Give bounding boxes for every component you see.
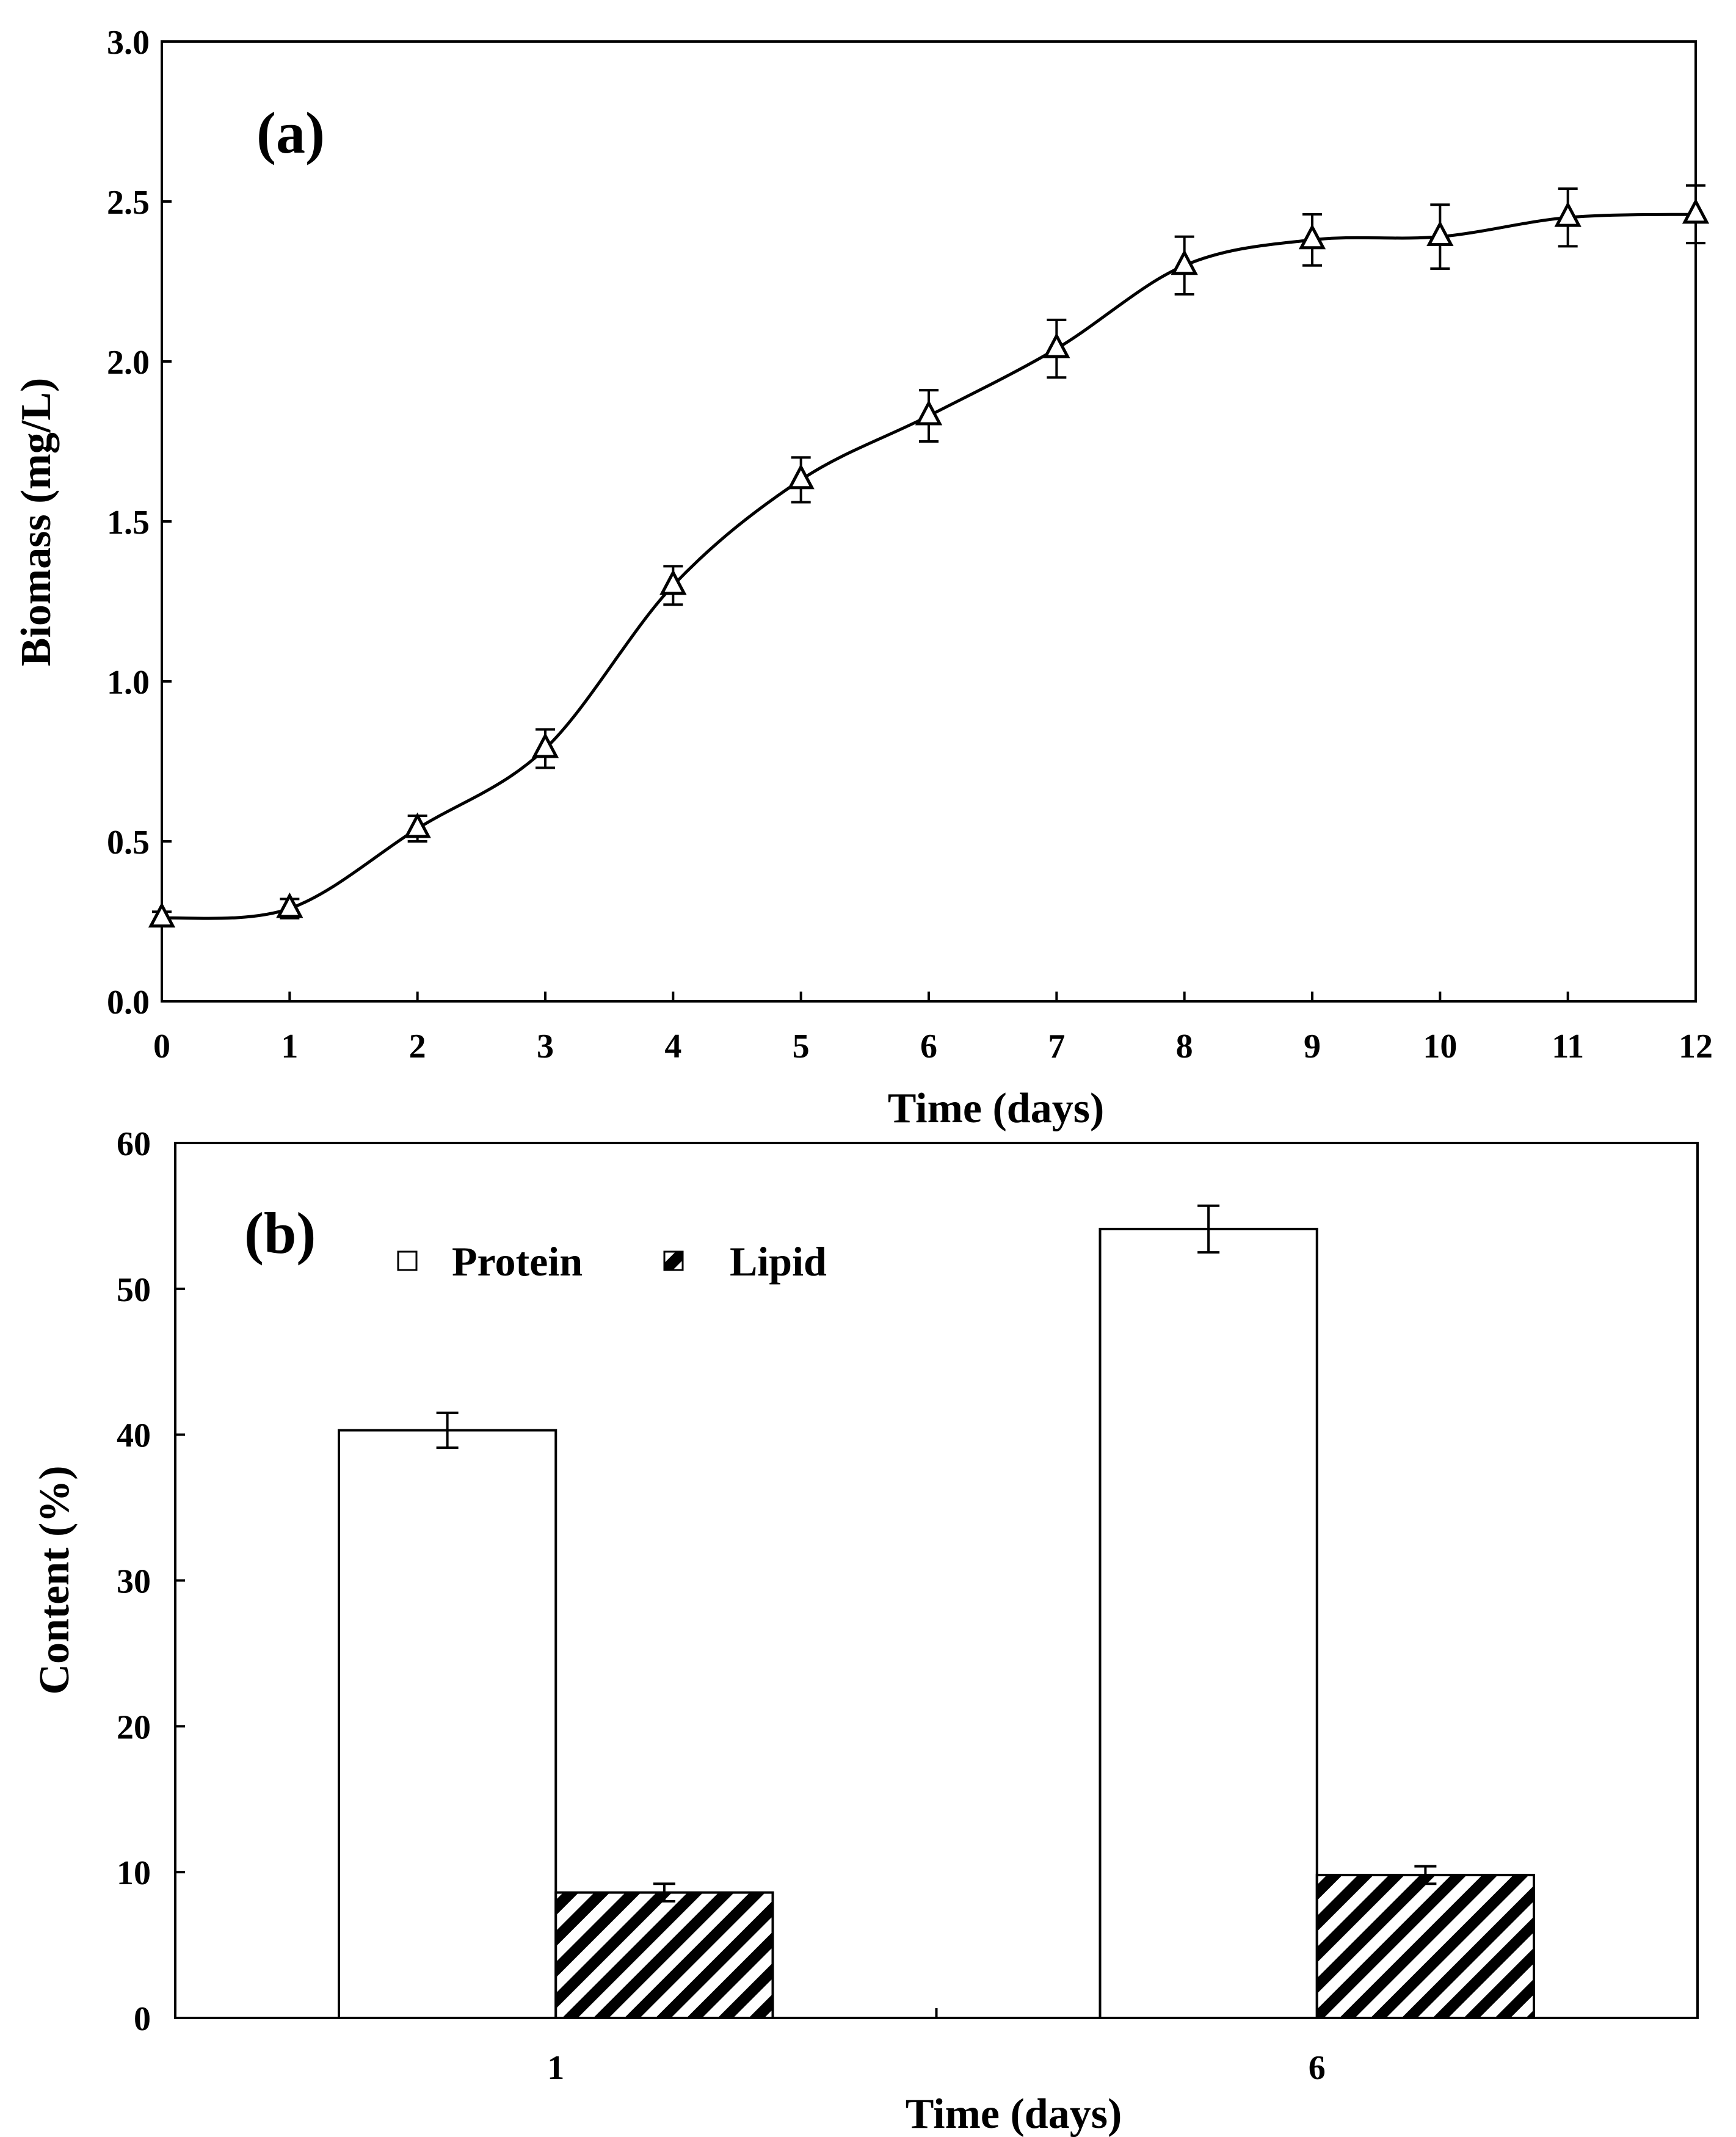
panel-a-marker-triangle bbox=[1298, 223, 1326, 250]
panel-a-x-tick-label: 11 bbox=[1552, 1028, 1584, 1065]
panel-a-x-axis-title: Time (days) bbox=[888, 1085, 1105, 1132]
panel-b-y-tick-label: 10 bbox=[117, 1854, 151, 1892]
panel-a-marker-triangle bbox=[531, 732, 559, 758]
panel-a-y-tick-label: 1.5 bbox=[107, 504, 150, 542]
panel-a-x-tick-label: 5 bbox=[793, 1028, 810, 1065]
panel-b-y-axis: 0 10 20 30 40 50 60 bbox=[117, 1125, 185, 2038]
panel-a-y-tick-label: 1.0 bbox=[107, 664, 150, 702]
panel-a-marker-triangle bbox=[1554, 201, 1582, 227]
panel-a-x-tick-label: 1 bbox=[281, 1028, 298, 1065]
panel-b-y-tick-label: 0 bbox=[134, 2000, 151, 2038]
panel-a-x-tick-label: 2 bbox=[409, 1028, 426, 1065]
panel-a-x-tick-label: 4 bbox=[664, 1028, 681, 1065]
panel-a-data-point bbox=[915, 389, 943, 443]
panel-a-x-tick-label: 0 bbox=[153, 1028, 170, 1065]
panel-b-x-tick-label: 6 bbox=[1309, 2049, 1326, 2087]
panel-a-marker-triangle bbox=[1426, 220, 1454, 247]
panel-a-data-point bbox=[276, 892, 303, 920]
panel-b-y-tick-label: 40 bbox=[117, 1417, 151, 1455]
panel-b-y-tick-label: 50 bbox=[117, 1271, 151, 1309]
legend-item-lipid: Lipid bbox=[663, 1238, 827, 1285]
panel-a-x-tick-label: 10 bbox=[1423, 1028, 1457, 1065]
legend-label-lipid: Lipid bbox=[730, 1238, 827, 1285]
panel-a-y-tick-label: 0.5 bbox=[107, 824, 150, 862]
panel-a-data-point bbox=[787, 456, 815, 504]
panel-a-x-tick-label: 12 bbox=[1679, 1028, 1713, 1065]
panel-a-data-point bbox=[1426, 203, 1454, 270]
panel-a-marker-triangle bbox=[148, 902, 176, 928]
panel-a-marker-triangle bbox=[659, 569, 687, 595]
panel-a-y-tick-label: 0.0 bbox=[107, 984, 150, 1021]
legend-swatch-lipid bbox=[663, 1250, 684, 1271]
panel-a-marker-triangle bbox=[1682, 198, 1710, 224]
bar-protein-day-1 bbox=[337, 1429, 557, 2020]
panel-a-y-tick-label: 3.0 bbox=[107, 24, 150, 62]
panel-b-bars bbox=[337, 1204, 1536, 2020]
panel-b-y-tick-label: 20 bbox=[117, 1708, 151, 1746]
panel-b-y-tick-label: 30 bbox=[117, 1563, 151, 1601]
panel-a-marker-triangle bbox=[915, 399, 943, 426]
panel-a-label: (a) bbox=[256, 100, 325, 165]
panel-a-data-point bbox=[531, 728, 559, 769]
bar-protein-day-6 bbox=[1099, 1227, 1318, 2019]
bar-lipid-day-1 bbox=[554, 1891, 774, 2019]
panel-a-y-tick-label: 2.5 bbox=[107, 184, 150, 222]
panel-a-x-tick-label: 3 bbox=[537, 1028, 554, 1065]
panel-a-y-axis: 0.0 0.5 1.0 1.5 2.0 2.5 3.0 bbox=[107, 24, 172, 1021]
bar-lipid-day-6 bbox=[1315, 1873, 1536, 2020]
panel-a-data-point bbox=[659, 565, 687, 606]
panel-a-x-tick-label: 6 bbox=[920, 1028, 937, 1065]
panel-a-data-point bbox=[1554, 187, 1582, 248]
panel-a-series-biomass bbox=[148, 184, 1710, 928]
panel-a-chart: (a) 0.00.51.01.52.02.53.0 0 1 2 3 4 5 6 7 8 9 10 11… bbox=[13, 24, 1713, 1132]
panel-a-marker-triangle bbox=[1171, 249, 1198, 275]
panel-a-data-point bbox=[148, 902, 176, 928]
panel-a-x-tick-label: 8 bbox=[1176, 1028, 1193, 1065]
panel-a-x-tick-label: 9 bbox=[1304, 1028, 1321, 1065]
panel-b-y-tick-label: 60 bbox=[117, 1125, 151, 1163]
panel-a-marker-triangle bbox=[276, 892, 303, 918]
legend-label-protein: Protein bbox=[452, 1238, 583, 1285]
panel-a-marker-triangle bbox=[787, 463, 815, 490]
panel-a-data-point bbox=[1171, 235, 1198, 296]
panel-a-x-axis: 0 1 2 3 4 5 6 7 8 9 10 11 12 bbox=[153, 992, 1713, 1065]
legend-swatch-protein bbox=[397, 1250, 418, 1271]
panel-a-data-point bbox=[1043, 318, 1070, 379]
panel-b-label: (b) bbox=[244, 1200, 316, 1266]
panel-b-x-axis-title: Time (days) bbox=[906, 2091, 1122, 2137]
panel-b-legend: Protein Lipid bbox=[397, 1238, 827, 1285]
panel-a-marker-triangle bbox=[1043, 332, 1070, 358]
panel-b-x-tick-label: 1 bbox=[547, 2049, 564, 2087]
panel-a-marker-triangle bbox=[404, 812, 431, 838]
legend-item-protein: Protein bbox=[397, 1238, 583, 1285]
panel-a-data-point bbox=[1298, 212, 1326, 267]
panel-a-plot-frame bbox=[161, 40, 1697, 1003]
panel-a-y-axis-title: Biomass (mg/L) bbox=[13, 378, 60, 667]
panel-a-data-point bbox=[404, 812, 431, 843]
panel-b-y-axis-title: Content (%) bbox=[31, 1465, 78, 1694]
panel-a-data-point bbox=[1682, 184, 1710, 245]
panel-a-y-tick-label: 2.0 bbox=[107, 344, 150, 382]
panel-a-line-biomass bbox=[161, 212, 1696, 920]
panel-a-x-tick-label: 7 bbox=[1048, 1028, 1065, 1065]
